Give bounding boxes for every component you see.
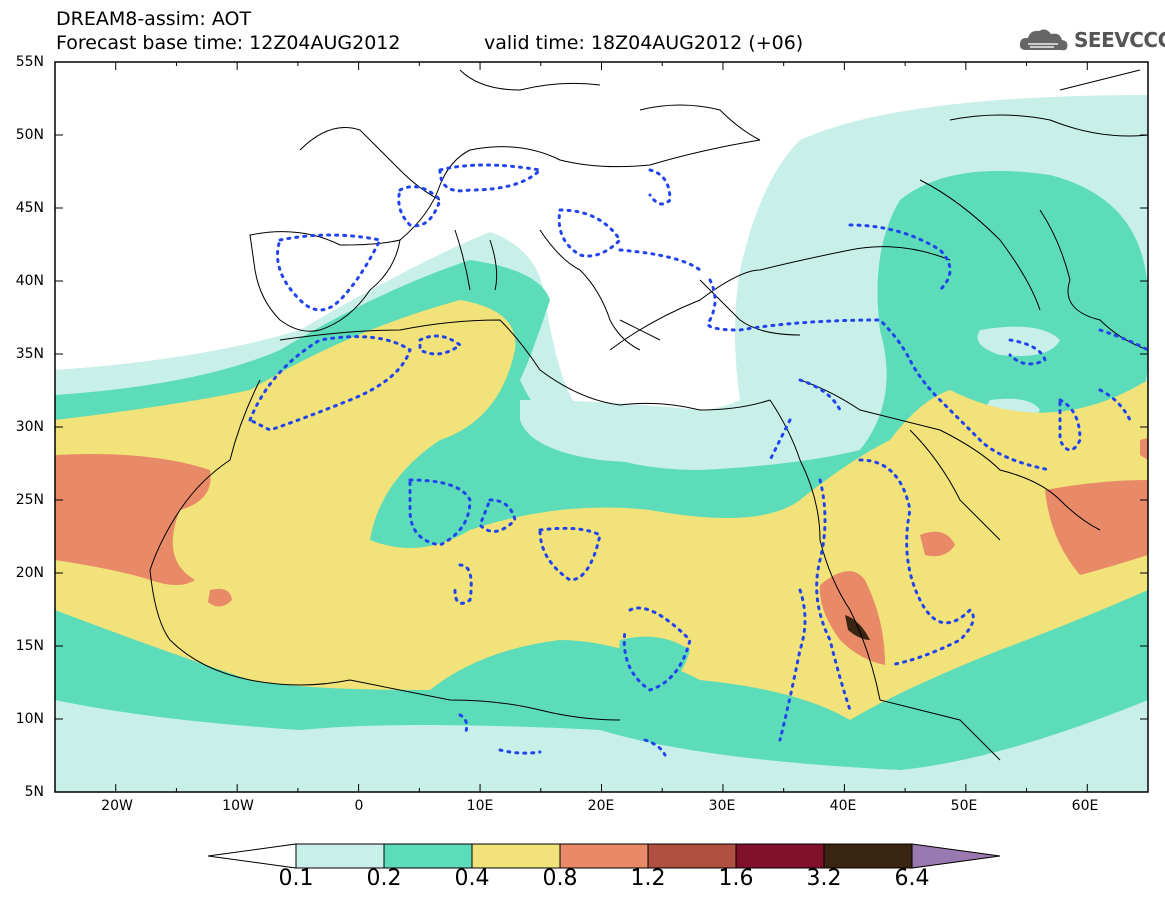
lat-label: 30N — [15, 419, 44, 435]
lon-label: 20E — [587, 798, 615, 814]
aot-band-0.8-redsea — [819, 571, 885, 665]
lon-label: 50E — [950, 798, 978, 814]
colorbar-label: 3.2 — [806, 866, 842, 891]
lon-label: 40E — [829, 798, 857, 814]
lat-label: 15N — [15, 638, 44, 654]
coastlines — [149, 69, 1148, 761]
lat-label: 50N — [15, 127, 44, 143]
lon-label: 20W — [101, 798, 133, 814]
seevccc-logo: SEEVCCC — [1018, 26, 1165, 54]
aot-band-0.8-arabia — [1045, 480, 1148, 575]
lat-label: 20N — [15, 565, 44, 581]
lon-label: 0 — [354, 798, 364, 814]
lon-label: 60E — [1071, 798, 1099, 814]
colorbar-label: 0.8 — [542, 866, 578, 891]
colorbar-label: 1.2 — [630, 866, 666, 891]
colorbar-label: 6.4 — [894, 866, 930, 891]
lon-label: 30E — [708, 798, 736, 814]
forecast-base-time: Forecast base time: 12Z04AUG2012 — [56, 32, 401, 54]
logo-text: SEEVCCC — [1074, 28, 1165, 52]
colorbar-label: 0.4 — [454, 866, 490, 891]
aot-field — [55, 62, 1148, 792]
lat-label: 40N — [15, 273, 44, 289]
lat-label: 35N — [15, 346, 44, 362]
dotted-contours — [248, 163, 1148, 757]
colorbar-label: 0.1 — [278, 866, 314, 891]
lat-label: 25N — [15, 492, 44, 508]
map-title: DREAM8-assim: AOT — [56, 8, 252, 30]
colorbar-label: 1.6 — [718, 866, 754, 891]
lat-label: 5N — [24, 784, 44, 800]
cloud-icon — [1019, 29, 1068, 51]
aot-band-0.8-west — [55, 454, 211, 585]
lat-label: 10N — [15, 711, 44, 727]
valid-time: valid time: 18Z04AUG2012 (+06) — [484, 32, 804, 54]
lat-label: 55N — [15, 54, 44, 70]
colorbar-label: 0.2 — [366, 866, 402, 891]
lon-label: 10E — [466, 798, 494, 814]
lon-label: 10W — [222, 798, 254, 814]
lat-label: 45N — [15, 200, 44, 216]
